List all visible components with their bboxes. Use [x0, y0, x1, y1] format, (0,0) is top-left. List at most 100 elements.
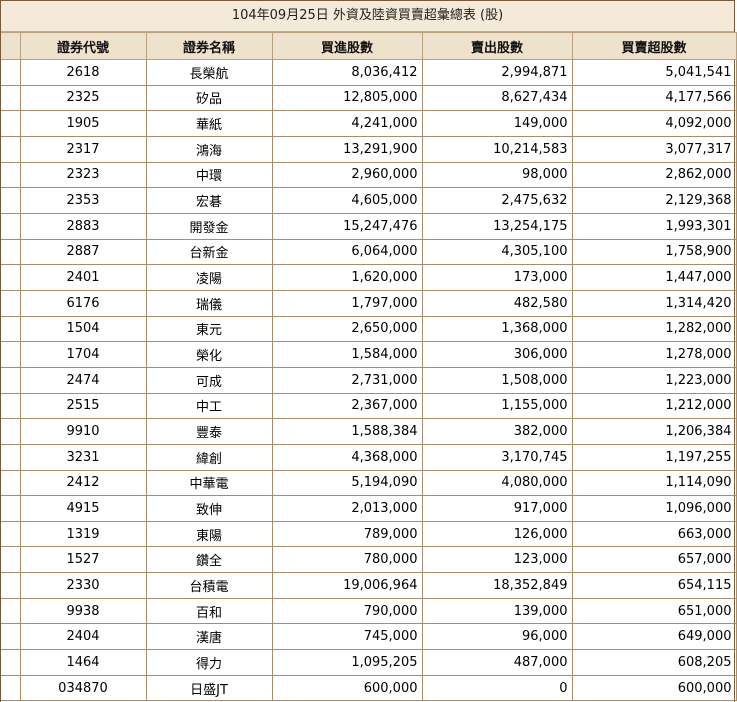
table-row: 1527 鑽全 780,000 123,000 657,000	[1, 546, 737, 574]
stock-code-cell: 1504	[19, 315, 147, 343]
net-shares-cell: 4,092,000	[571, 110, 737, 137]
buy-shares-cell: 4,241,000	[271, 110, 423, 137]
stock-name-cell: 宏碁	[145, 187, 273, 214]
table-row: 2404 漢唐 745,000 96,000 649,000	[1, 623, 737, 651]
net-shares-cell: 1,197,255	[571, 443, 737, 471]
table-row: 3231 緯創 4,368,000 3,170,745 1,197,255	[1, 443, 737, 471]
stock-name-cell: 鑽全	[145, 546, 273, 574]
stock-code-cell: 2404	[19, 623, 147, 651]
table-row: 2474 可成 2,731,000 1,508,000 1,223,000	[1, 366, 737, 394]
sell-shares-cell: 96,000	[421, 623, 573, 651]
sell-shares-cell: 306,000	[421, 341, 573, 368]
stock-code-cell: 4915	[19, 495, 147, 522]
column-header-name[interactable]: 證券名稱	[145, 32, 273, 60]
table-row: 2515 中工 2,367,000 1,155,000 1,212,000	[1, 392, 737, 420]
row-gutter	[1, 366, 21, 394]
sell-shares-cell: 149,000	[421, 110, 573, 137]
net-shares-cell: 1,993,301	[571, 212, 737, 240]
table-row: 1464 得力 1,095,205 487,000 608,205	[1, 649, 737, 676]
net-shares-cell: 1,314,420	[571, 289, 737, 317]
row-gutter	[1, 212, 21, 240]
net-shares-cell: 2,862,000	[571, 161, 737, 189]
net-shares-cell: 1,212,000	[571, 392, 737, 420]
buy-shares-cell: 19,006,964	[271, 572, 423, 599]
sell-shares-cell: 126,000	[421, 520, 573, 548]
stock-code-cell: 2325	[19, 84, 147, 112]
row-gutter	[1, 418, 21, 445]
buy-shares-cell: 1,095,205	[271, 649, 423, 676]
sell-shares-cell: 1,508,000	[421, 366, 573, 394]
table-row: 2330 台積電 19,006,964 18,352,849 654,115	[1, 572, 737, 599]
net-shares-cell: 3,077,317	[571, 135, 737, 163]
stock-code-cell: 1464	[19, 649, 147, 676]
buy-shares-cell: 780,000	[271, 546, 423, 574]
sell-shares-cell: 482,580	[421, 289, 573, 317]
table-row: 2401 凌陽 1,620,000 173,000 1,447,000	[1, 264, 737, 291]
sell-shares-cell: 123,000	[421, 546, 573, 574]
column-header-net[interactable]: 買賣超股數	[571, 32, 737, 60]
row-gutter	[1, 495, 21, 522]
buy-shares-cell: 1,620,000	[271, 264, 423, 291]
stock-name-cell: 開發金	[145, 212, 273, 240]
table-row: 1905 華紙 4,241,000 149,000 4,092,000	[1, 110, 737, 137]
sell-shares-cell: 4,305,100	[421, 238, 573, 266]
row-gutter	[1, 546, 21, 574]
stock-name-cell: 長榮航	[145, 59, 273, 86]
row-gutter	[1, 572, 21, 599]
stock-name-cell: 中環	[145, 161, 273, 189]
stock-code-cell: 3231	[19, 443, 147, 471]
table-row: 2323 中環 2,960,000 98,000 2,862,000	[1, 161, 737, 189]
net-shares-cell: 4,177,566	[571, 84, 737, 112]
table-row: 2412 中華電 5,194,090 4,080,000 1,114,090	[1, 469, 737, 497]
stock-name-cell: 華紙	[145, 110, 273, 137]
stock-name-cell: 榮化	[145, 341, 273, 368]
stock-code-cell: 2887	[19, 238, 147, 266]
stock-code-cell: 2323	[19, 161, 147, 189]
row-gutter	[1, 59, 21, 86]
row-gutter	[1, 597, 21, 625]
sell-shares-cell: 10,214,583	[421, 135, 573, 163]
sell-shares-cell: 98,000	[421, 161, 573, 189]
row-gutter	[1, 110, 21, 137]
stock-code-cell: 2401	[19, 264, 147, 291]
table-row: 2353 宏碁 4,605,000 2,475,632 2,129,368	[1, 187, 737, 214]
column-header-sell[interactable]: 賣出股數	[421, 32, 573, 60]
buy-shares-cell: 15,247,476	[271, 212, 423, 240]
sell-shares-cell: 173,000	[421, 264, 573, 291]
row-gutter	[1, 187, 21, 214]
column-header-buy[interactable]: 買進股數	[271, 32, 423, 60]
row-gutter	[1, 623, 21, 651]
table-body: 2618 長榮航 8,036,412 2,994,871 5,041,541 2325 矽品…	[1, 59, 737, 702]
stock-code-cell: 1905	[19, 110, 147, 137]
net-shares-cell: 1,206,384	[571, 418, 737, 445]
stock-name-cell: 中工	[145, 392, 273, 420]
stock-code-cell: 9938	[19, 597, 147, 625]
net-shares-cell: 1,447,000	[571, 264, 737, 291]
stock-name-cell: 台新金	[145, 238, 273, 266]
header-gutter	[1, 32, 21, 60]
net-shares-cell: 1,278,000	[571, 341, 737, 368]
column-header-code[interactable]: 證券代號	[19, 32, 147, 60]
sell-shares-cell: 2,475,632	[421, 187, 573, 214]
buy-shares-cell: 2,013,000	[271, 495, 423, 522]
net-shares-cell: 1,758,900	[571, 238, 737, 266]
stock-code-cell: 9910	[19, 418, 147, 445]
buy-shares-cell: 8,036,412	[271, 59, 423, 86]
sell-shares-cell: 8,627,434	[421, 84, 573, 112]
stock-name-cell: 東元	[145, 315, 273, 343]
row-gutter	[1, 315, 21, 343]
net-shares-cell: 663,000	[571, 520, 737, 548]
table-row: 9938 百和 790,000 139,000 651,000	[1, 597, 737, 625]
buy-shares-cell: 1,584,000	[271, 341, 423, 368]
stock-code-cell: 2353	[19, 187, 147, 214]
stock-name-cell: 致伸	[145, 495, 273, 522]
buy-shares-cell: 5,194,090	[271, 469, 423, 497]
stock-code-cell: 2515	[19, 392, 147, 420]
row-gutter	[1, 469, 21, 497]
sell-shares-cell: 4,080,000	[421, 469, 573, 497]
net-shares-cell: 608,205	[571, 649, 737, 676]
row-gutter	[1, 264, 21, 291]
sell-shares-cell: 139,000	[421, 597, 573, 625]
row-gutter	[1, 84, 21, 112]
